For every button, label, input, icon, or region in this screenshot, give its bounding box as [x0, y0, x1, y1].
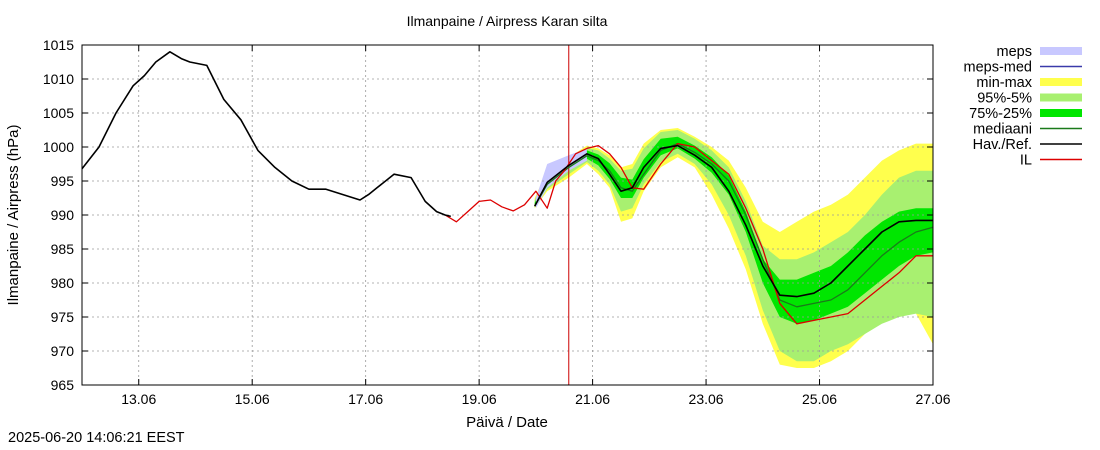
- legend-label-min_max: min-max: [976, 75, 1032, 91]
- legend-swatch-p75_25: [1040, 109, 1082, 117]
- legend-label-il: IL: [1020, 153, 1032, 169]
- legend-label-p75_25: 75%-25%: [969, 106, 1032, 122]
- grid-layer: [82, 45, 933, 385]
- y-tick-label: 970: [51, 343, 75, 359]
- ticks-layer: 965 970 975 980 985 990 995 1000 1005 1010 1015 13.…: [43, 37, 951, 407]
- legend-label-p95_5: 95%-5%: [977, 91, 1032, 107]
- x-tick-label: 13.06: [121, 391, 156, 407]
- legend-swatch-meps: [1040, 47, 1082, 55]
- y-tick-label: 995: [51, 173, 75, 189]
- timestamp: 2025-06-20 14:06:21 EEST: [8, 430, 185, 446]
- y-tick-label: 1005: [43, 105, 74, 121]
- y-tick-label: 980: [51, 275, 75, 291]
- x-tick-label: 27.06: [915, 391, 950, 407]
- lines-layer: [81, 45, 934, 385]
- bands-layer: [534, 128, 933, 368]
- legend: mepsmeps-medmin-max95%-5%75%-25%mediaani…: [964, 44, 1082, 169]
- x-tick-label: 21.06: [575, 391, 610, 407]
- y-tick-label: 1010: [43, 71, 74, 87]
- y-tick-label: 990: [51, 207, 75, 223]
- chart-title: Ilmanpaine / Airpress Karan silta: [407, 13, 608, 29]
- legend-label-meps: meps: [997, 44, 1032, 60]
- x-tick-label: 19.06: [462, 391, 497, 407]
- legend-swatch-min_max: [1040, 78, 1082, 86]
- x-axis-label: Päivä / Date: [466, 414, 548, 431]
- series-hav_ref: [81, 50, 451, 218]
- series-hav_ref: [533, 144, 933, 298]
- x-tick-label: 17.06: [348, 391, 383, 407]
- legend-label-mediaani: mediaani: [973, 122, 1032, 138]
- legend-swatch-p95_5: [1040, 93, 1082, 102]
- x-tick-label: 25.06: [802, 391, 837, 407]
- y-tick-label: 975: [51, 309, 75, 325]
- legend-label-meps_med: meps-med: [964, 60, 1033, 76]
- y-tick-label: 985: [51, 241, 75, 257]
- y-tick-label: 1015: [43, 37, 74, 53]
- x-tick-label: 23.06: [689, 391, 724, 407]
- y-tick-label: 1000: [43, 139, 74, 155]
- y-tick-label: 965: [51, 377, 75, 393]
- legend-label-hav_ref: Hav./Ref.: [973, 137, 1032, 153]
- y-axis-label: Ilmanpaine / Airpress (hPa): [5, 125, 22, 306]
- x-tick-label: 15.06: [235, 391, 270, 407]
